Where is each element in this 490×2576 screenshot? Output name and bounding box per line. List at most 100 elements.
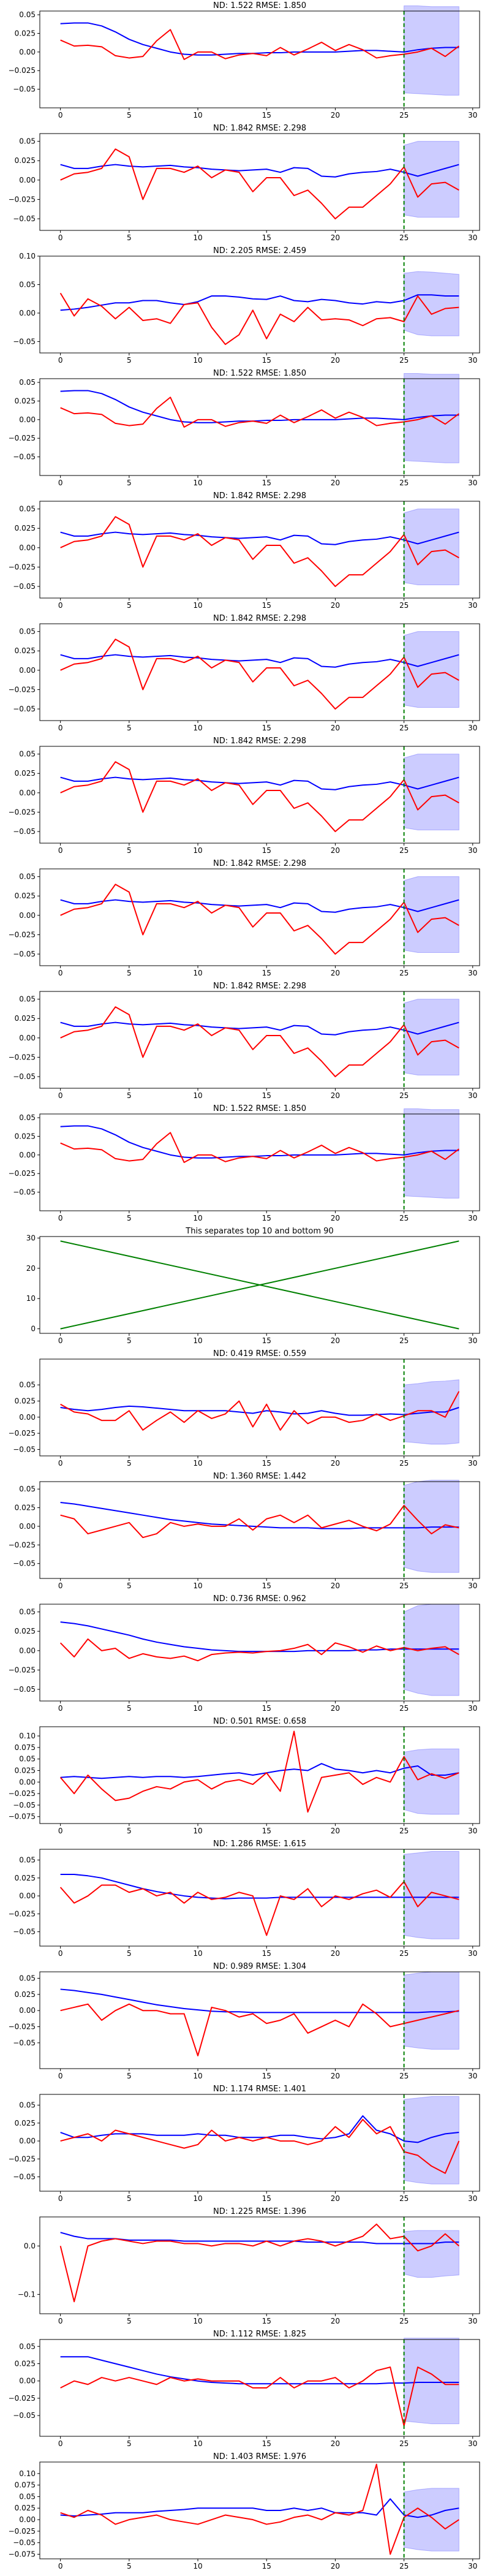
x-tick-label: 30 [468,233,477,242]
chart-panel-19: ND: 1.112 RMSE: 1.825 0 5 10 15 20 25 30 −0.05 −0… [9,2330,480,2448]
x-tick-label: 30 [468,1091,477,1100]
x-tick-label: 25 [399,724,409,732]
plot-frame [39,991,480,1089]
x-tick-label: 15 [262,1827,271,1835]
y-tick-label: 0.00 [19,544,36,552]
x-tick-label: 15 [262,601,271,610]
x-tick-label: 5 [127,233,132,242]
y-tick-label: 0.025 [15,1766,36,1775]
x-tick-label: 25 [399,601,409,610]
y-tick-label: 0.05 [19,2342,36,2351]
y-tick-label: 0.00 [19,2515,36,2524]
y-tick-label: 0.075 [15,2481,36,2490]
series-line-1 [60,1132,459,1163]
y-tick-label: 0.025 [15,646,36,655]
series-line-1 [59,2223,460,2303]
chart-title: ND: 0.419 RMSE: 0.559 [213,1349,306,1358]
y-tick-label: 0.05 [19,1974,36,1983]
plot-frame [39,1849,480,1947]
series-line-1 [60,2003,459,2056]
x-tick-label: 15 [262,2317,271,2325]
chart-title: ND: 1.403 RMSE: 1.976 [213,2452,306,2461]
x-tick-label: 15 [262,1459,271,1468]
chart-panel-17: ND: 1.174 RMSE: 1.401 0 5 10 15 20 25 30 −0.05 −0… [9,2085,480,2203]
prediction-interval-band [404,5,459,96]
x-tick-label: 0 [58,1336,63,1345]
y-tick-label: 0.00 [19,789,36,797]
x-tick-label: 30 [468,1459,477,1468]
series-line-1 [60,884,459,955]
chart-panel-18: ND: 1.225 RMSE: 1.396 0 5 10 15 20 25 30 −0.1 0.0 [18,2207,480,2325]
chart-title: ND: 1.360 RMSE: 1.442 [213,1472,306,1481]
y-tick-label: 30 [26,1233,36,1242]
x-tick-label: 5 [127,1704,132,1713]
y-tick-label: 0.00 [19,1778,36,1786]
x-tick-label: 20 [331,724,340,732]
x-tick-label: 30 [468,2439,477,2448]
y-tick-label: 0.025 [15,1874,36,1882]
y-tick-label: 0.025 [15,29,36,37]
x-tick-label: 20 [331,1582,340,1590]
x-tick-label: 5 [127,2562,132,2570]
x-tick-label: 20 [331,1091,340,1100]
plot-frame [39,1726,480,1824]
x-tick-label: 20 [331,2072,340,2080]
x-tick-label: 0 [58,724,63,732]
y-tick-label: −0.025 [9,930,36,939]
x-tick-label: 5 [127,2072,132,2080]
y-tick-label: 0.00 [19,1151,36,1159]
y-tick-label: −0.1 [18,2290,36,2298]
y-tick-label: −0.05 [13,582,36,591]
x-tick-label: 20 [331,1949,340,1958]
x-tick-label: 30 [468,479,477,487]
chart-title: ND: 1.286 RMSE: 1.615 [213,1839,306,1849]
x-tick-label: 25 [399,2072,409,2080]
series-line-1 [60,638,459,710]
series-line-0 [60,1405,459,1416]
chart-panel-1: ND: 1.842 RMSE: 2.298 0 5 10 15 20 25 30 −0.05 −0… [9,124,480,242]
prediction-interval-band [404,373,459,463]
x-tick-label: 30 [468,1704,477,1713]
y-tick-label: −0.025 [9,685,36,694]
x-tick-label: 20 [331,1336,340,1345]
y-tick-label: −0.075 [9,2550,36,2558]
x-tick-label: 0 [58,969,63,977]
x-tick-label: 20 [331,233,340,242]
y-tick-label: 0.05 [19,378,36,387]
y-tick-label: −0.025 [9,1909,36,1918]
x-tick-label: 25 [399,1582,409,1590]
plot-frame [39,1481,480,1579]
y-tick-label: 0.05 [19,995,36,1004]
plot-frame [39,2094,480,2192]
y-tick-label: 0.10 [19,1732,36,1740]
y-tick-label: 0.00 [19,2137,36,2145]
x-tick-label: 15 [262,2072,271,2080]
chart-title: ND: 1.842 RMSE: 2.298 [213,124,306,133]
prediction-interval-band [404,1108,459,1199]
x-tick-label: 30 [468,1949,477,1958]
x-tick-label: 5 [127,1091,132,1100]
chart-title: ND: 1.225 RMSE: 1.396 [213,2207,306,2216]
x-tick-label: 20 [331,2194,340,2203]
y-tick-label: −0.025 [9,808,36,816]
prediction-interval-band [404,2096,459,2184]
chart-panel-16: ND: 0.989 RMSE: 1.304 0 5 10 15 20 25 30 −0.05 −0… [9,1962,480,2080]
plot-frame [39,2339,480,2437]
series-line-1 [60,148,459,220]
x-tick-label: 15 [262,2194,271,2203]
x-tick-label: 10 [193,1582,202,1590]
y-tick-label: −0.05 [13,2411,36,2420]
x-tick-label: 20 [331,2439,340,2448]
plot-frame [39,10,480,108]
series-line-1 [60,1391,460,1431]
y-tick-label: 0.00 [19,48,36,56]
y-tick-label: 0.025 [15,156,36,165]
series-line-1 [60,29,459,60]
y-tick-label: 0.05 [19,137,36,146]
plot-frame [39,1113,480,1211]
chart-title: ND: 1.842 RMSE: 2.298 [213,614,306,623]
x-tick-label: 5 [127,1949,132,1958]
y-tick-label: 0.00 [19,1646,36,1655]
x-tick-label: 15 [262,1091,271,1100]
plot-frame [39,501,480,599]
